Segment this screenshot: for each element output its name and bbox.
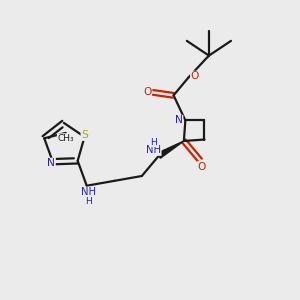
Text: S: S <box>81 130 88 140</box>
Text: NH: NH <box>81 187 96 197</box>
Text: N: N <box>175 116 183 125</box>
Text: O: O <box>197 162 206 172</box>
Text: O: O <box>143 87 151 98</box>
Text: H: H <box>85 196 92 206</box>
Polygon shape <box>158 141 184 158</box>
Text: NH: NH <box>146 146 161 155</box>
Text: N: N <box>47 158 55 168</box>
Text: CH₃: CH₃ <box>57 134 74 143</box>
Text: O: O <box>190 71 199 81</box>
Text: H: H <box>150 138 157 147</box>
